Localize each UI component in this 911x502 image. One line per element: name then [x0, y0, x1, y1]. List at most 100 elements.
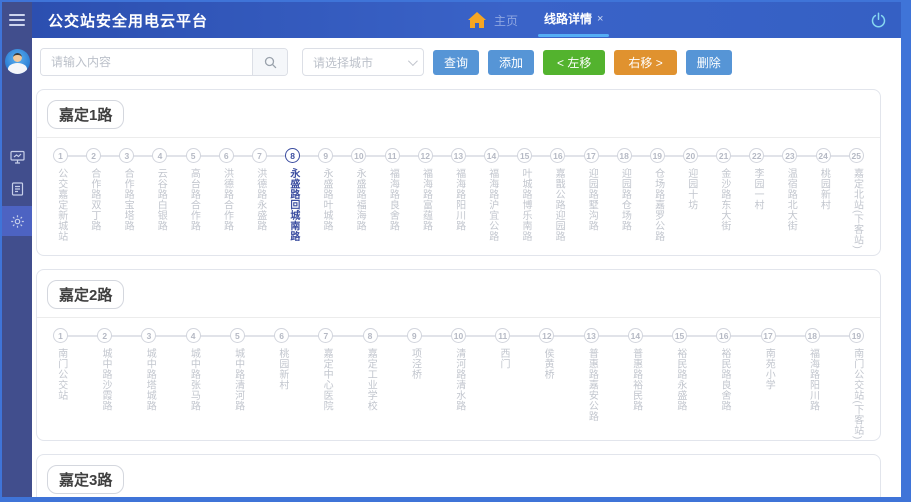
stop-number-badge: 6: [218, 148, 234, 163]
route-stop[interactable]: 6 洪德路合作路: [218, 148, 234, 249]
route-stop[interactable]: 13 福海路阳川路: [450, 148, 466, 249]
route-stop[interactable]: 9 项泾桥: [406, 328, 422, 440]
sidebar-item-settings[interactable]: [2, 206, 32, 236]
route-stop[interactable]: 5 城中路清河路: [229, 328, 245, 440]
route-stop[interactable]: 4 云谷路白银路: [152, 148, 168, 249]
route-stop[interactable]: 17 南苑小学: [760, 328, 776, 440]
home-tab-label[interactable]: 主页: [494, 13, 519, 28]
delete-button[interactable]: 删除: [685, 49, 732, 75]
route-stop[interactable]: 9 永盛路叶城路: [318, 148, 334, 249]
route-stop[interactable]: 7 嘉定中心医院: [318, 328, 334, 440]
stop-name: 福海路阳川路: [807, 348, 819, 411]
stop-name: 清河路清水路: [453, 348, 465, 411]
route-stop[interactable]: 15 叶城路博乐南路: [517, 148, 533, 249]
stop-number-badge: 3: [119, 148, 135, 163]
move-left-button[interactable]: < 左移: [543, 49, 606, 75]
stop-number-badge: 5: [185, 148, 201, 163]
route-stop[interactable]: 16 嘉戬公路迎园路: [550, 148, 566, 249]
stop-name: 李园一村: [752, 168, 764, 210]
main-content: 请选择城市 查询 添加 < 左移 右移 > 删除 嘉定1路 1 公交嘉定新城站 2 合作…: [32, 38, 901, 497]
route-stop[interactable]: 10 永盛路福海路: [351, 148, 367, 249]
route-stop[interactable]: 4 城中路张马路: [185, 328, 201, 440]
route-stop[interactable]: 1 南门公交站: [53, 328, 68, 440]
stop-number-badge: 16: [550, 148, 566, 163]
user-avatar[interactable]: [4, 49, 30, 74]
search-button[interactable]: [252, 49, 287, 75]
route-stop[interactable]: 2 城中路沙霞路: [97, 328, 113, 440]
route-stop[interactable]: 3 城中路塔城路: [141, 328, 157, 440]
route-list: 嘉定1路 1 公交嘉定新城站 2 合作路双丁路 3 合作路宝塔路 4 云谷路白银路 5 高台路合作路…: [36, 89, 881, 497]
tab-label: 线路详情: [544, 12, 593, 26]
stop-number-badge: 1: [53, 148, 68, 163]
route-stop[interactable]: 24 桃园新村: [815, 148, 831, 249]
stop-number-badge: 11: [384, 148, 400, 163]
route-stop[interactable]: 16 裕民路良舍路: [716, 328, 732, 440]
stop-number-badge: 1: [53, 328, 68, 343]
stop-number-badge: 10: [351, 148, 367, 163]
route-stop[interactable]: 10 清河路清水路: [450, 328, 466, 440]
header-bar: 公交站安全用电云平台 主页 线路详情 ×: [32, 2, 901, 38]
route-stop[interactable]: 15 裕民路永盛路: [672, 328, 688, 440]
route-stop[interactable]: 17 迎园路墅沟路: [583, 148, 599, 249]
stop-name: 合作路宝塔路: [122, 168, 134, 231]
route-stop[interactable]: 18 福海路阳川路: [804, 328, 820, 440]
search-group: [40, 48, 288, 76]
stop-number-badge: 7: [251, 148, 267, 163]
route-stop[interactable]: 19 南门公交站(下客站): [848, 328, 864, 440]
app-title: 公交站安全用电云平台: [48, 12, 209, 30]
search-input[interactable]: [41, 49, 252, 75]
route-stop[interactable]: 14 普惠路裕民路: [627, 328, 643, 440]
stop-number-badge: 3: [141, 328, 157, 343]
route-stop[interactable]: 12 福海路富蕴路: [417, 148, 433, 249]
stop-name: 侯黄桥: [542, 348, 554, 380]
route-stop[interactable]: 7 洪德路永盛路: [251, 148, 267, 249]
route-stop[interactable]: 8 嘉定工业学校: [362, 328, 378, 440]
route-stop[interactable]: 22 李园一村: [749, 148, 765, 249]
route-stop[interactable]: 18 迎园路仓场路: [616, 148, 632, 249]
stop-name: 高台路合作路: [188, 168, 200, 231]
stop-name: 嘉定中心医院: [321, 348, 333, 411]
route-stop[interactable]: 3 合作路宝塔路: [119, 148, 135, 249]
route-name-badge[interactable]: 嘉定3路: [47, 465, 125, 494]
tab-route-detail[interactable]: 线路详情 ×: [537, 10, 610, 37]
stops-row: 1 公交嘉定新城站 2 合作路双丁路 3 合作路宝塔路 4 云谷路白银路 5 高台路合作路 6 洪德路…: [37, 138, 880, 249]
route-stop[interactable]: 8 永盛路回城南路: [285, 148, 301, 249]
power-button[interactable]: [870, 11, 887, 29]
stop-name: 裕民路永盛路: [674, 348, 686, 411]
stop-name: 福海路良舍路: [387, 168, 399, 231]
stop-number-badge: 4: [185, 328, 201, 343]
avatar-body: [7, 63, 27, 74]
route-stop[interactable]: 1 公交嘉定新城站: [53, 148, 68, 249]
route-stop[interactable]: 20 迎园十坊: [682, 148, 698, 249]
route-stop[interactable]: 12 侯黄桥: [539, 328, 555, 440]
stop-name: 永盛路回城南路: [287, 168, 299, 242]
add-button[interactable]: 添加: [488, 49, 535, 75]
route-stop[interactable]: 23 温宿路北大街: [782, 148, 798, 249]
route-stop[interactable]: 5 高台路合作路: [185, 148, 201, 249]
route-stop[interactable]: 6 桃园新村: [274, 328, 290, 440]
route-stop[interactable]: 11 西门: [495, 328, 511, 440]
route-stop[interactable]: 19 仓场路嘉罗公路: [649, 148, 665, 249]
stop-name: 叶城路博乐南路: [519, 168, 531, 242]
query-button[interactable]: 查询: [433, 49, 480, 75]
sidebar-item-monitor[interactable]: [2, 142, 32, 172]
route-name-badge[interactable]: 嘉定2路: [47, 280, 125, 309]
route-stop[interactable]: 2 合作路双丁路: [86, 148, 102, 249]
route-stop[interactable]: 11 福海路良舍路: [384, 148, 400, 249]
move-right-button[interactable]: 右移 >: [614, 49, 677, 75]
city-select[interactable]: 请选择城市: [302, 48, 424, 76]
home-icon[interactable]: [468, 12, 487, 28]
hamburger-icon[interactable]: [9, 11, 25, 29]
route-stop[interactable]: 13 普惠路嘉安公路: [583, 328, 599, 440]
route-name-badge[interactable]: 嘉定1路: [47, 100, 125, 129]
sidebar-item-document[interactable]: [2, 174, 32, 204]
stop-name: 合作路双丁路: [88, 168, 100, 231]
route-stop[interactable]: 14 福海路沪宜公路: [484, 148, 500, 249]
stop-number-badge: 15: [672, 328, 688, 343]
tab-close-icon[interactable]: ×: [597, 12, 604, 25]
stop-name: 迎园路仓场路: [619, 168, 631, 231]
route-stop[interactable]: 25 嘉定北站(下客站): [848, 148, 864, 249]
stop-number-badge: 12: [417, 148, 433, 163]
stop-number-badge: 20: [682, 148, 698, 163]
route-stop[interactable]: 21 金沙路东大街: [716, 148, 732, 249]
